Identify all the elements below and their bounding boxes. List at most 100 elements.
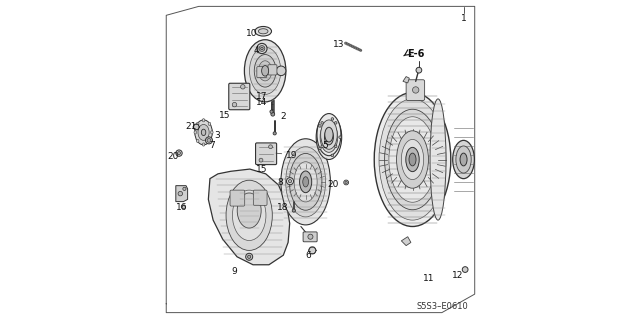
Ellipse shape (232, 190, 266, 241)
Ellipse shape (430, 99, 446, 220)
Text: 9: 9 (231, 267, 237, 276)
Ellipse shape (309, 247, 316, 254)
FancyBboxPatch shape (257, 67, 267, 78)
Polygon shape (403, 77, 410, 83)
Ellipse shape (300, 171, 312, 193)
Ellipse shape (246, 253, 253, 260)
Text: 16: 16 (177, 204, 188, 212)
Ellipse shape (183, 187, 186, 190)
Ellipse shape (389, 117, 436, 202)
Ellipse shape (205, 137, 212, 144)
FancyBboxPatch shape (255, 143, 276, 165)
Ellipse shape (237, 193, 261, 228)
Text: E-6: E-6 (408, 48, 425, 59)
Text: 17: 17 (256, 92, 268, 101)
Ellipse shape (320, 122, 338, 152)
Ellipse shape (321, 145, 323, 148)
Ellipse shape (324, 127, 333, 142)
Ellipse shape (202, 119, 205, 122)
Text: 20: 20 (167, 152, 179, 161)
Text: 19: 19 (285, 151, 297, 160)
Text: 13: 13 (333, 40, 345, 48)
Ellipse shape (257, 43, 267, 54)
Ellipse shape (303, 177, 308, 187)
Ellipse shape (385, 109, 440, 210)
Ellipse shape (259, 158, 263, 162)
Polygon shape (176, 186, 188, 202)
Ellipse shape (321, 122, 323, 124)
Ellipse shape (287, 178, 294, 185)
Ellipse shape (416, 67, 422, 73)
Ellipse shape (248, 255, 251, 258)
Ellipse shape (178, 191, 182, 196)
Ellipse shape (181, 205, 186, 209)
Text: 3: 3 (214, 131, 220, 140)
Ellipse shape (273, 132, 276, 135)
Ellipse shape (319, 147, 321, 150)
Ellipse shape (345, 181, 348, 184)
FancyBboxPatch shape (230, 190, 244, 206)
Text: 12: 12 (451, 271, 463, 280)
Text: 10: 10 (246, 29, 258, 38)
Ellipse shape (255, 26, 271, 36)
Text: 5: 5 (322, 141, 328, 150)
Ellipse shape (208, 139, 211, 143)
Ellipse shape (409, 153, 416, 166)
Ellipse shape (335, 122, 337, 124)
Ellipse shape (276, 66, 286, 76)
Ellipse shape (194, 131, 196, 134)
Ellipse shape (379, 99, 446, 220)
Ellipse shape (289, 153, 322, 210)
Ellipse shape (271, 112, 275, 116)
Ellipse shape (207, 138, 211, 142)
Text: 20: 20 (327, 180, 339, 189)
Ellipse shape (262, 66, 269, 76)
Ellipse shape (344, 180, 349, 185)
Ellipse shape (177, 152, 180, 155)
Text: 6: 6 (305, 251, 311, 260)
FancyBboxPatch shape (228, 83, 250, 110)
Ellipse shape (281, 139, 330, 225)
Ellipse shape (331, 118, 333, 120)
Ellipse shape (413, 87, 419, 93)
Ellipse shape (339, 136, 341, 138)
Text: 18: 18 (277, 204, 289, 212)
Ellipse shape (260, 47, 263, 50)
Text: 21: 21 (186, 122, 197, 131)
Ellipse shape (374, 93, 451, 226)
Text: 1: 1 (461, 14, 467, 23)
Ellipse shape (176, 150, 182, 156)
FancyBboxPatch shape (303, 232, 317, 242)
Text: 11: 11 (423, 274, 435, 283)
Ellipse shape (321, 120, 337, 149)
Ellipse shape (208, 122, 211, 125)
Ellipse shape (259, 29, 268, 34)
Polygon shape (193, 124, 200, 130)
Ellipse shape (244, 40, 286, 102)
Text: 7: 7 (209, 141, 215, 150)
Ellipse shape (335, 145, 337, 148)
Ellipse shape (211, 131, 213, 134)
Text: 15: 15 (218, 111, 230, 120)
Ellipse shape (308, 234, 313, 239)
Text: 2: 2 (280, 112, 286, 121)
Ellipse shape (324, 130, 333, 145)
Ellipse shape (241, 85, 245, 89)
Ellipse shape (462, 267, 468, 272)
Ellipse shape (259, 61, 272, 81)
Ellipse shape (319, 125, 321, 127)
Ellipse shape (269, 145, 273, 149)
Text: 8: 8 (278, 178, 284, 187)
Ellipse shape (406, 147, 419, 172)
Ellipse shape (232, 102, 237, 107)
Ellipse shape (195, 120, 212, 145)
Ellipse shape (198, 124, 209, 140)
Ellipse shape (289, 180, 292, 183)
Ellipse shape (202, 143, 205, 146)
Ellipse shape (226, 180, 272, 250)
Ellipse shape (254, 55, 276, 87)
Ellipse shape (294, 162, 317, 202)
Ellipse shape (196, 122, 199, 125)
FancyBboxPatch shape (268, 65, 277, 75)
Text: 15: 15 (256, 165, 268, 174)
